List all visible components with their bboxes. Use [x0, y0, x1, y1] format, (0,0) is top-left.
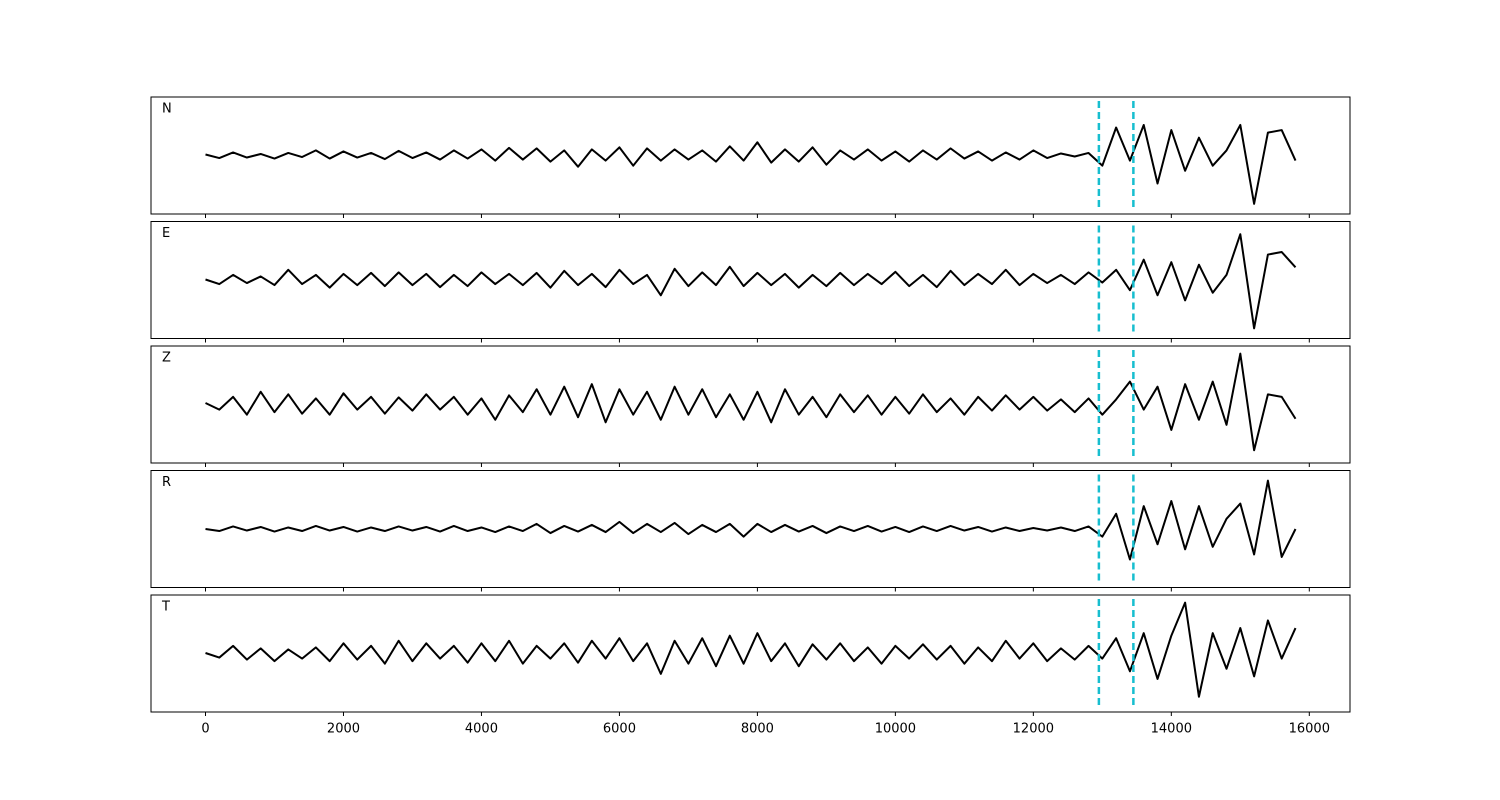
panel-frame — [150, 221, 1351, 339]
trace — [205, 601, 1297, 698]
panel-label: E — [162, 226, 170, 241]
panel-frame — [150, 594, 1351, 713]
panel-label: N — [162, 102, 172, 117]
x-tick-label: 12000 — [1013, 722, 1054, 737]
panel-frame — [150, 470, 1351, 588]
x-tick-label: 0 — [201, 722, 209, 737]
x-tick-label: 4000 — [465, 722, 498, 737]
trace — [205, 479, 1297, 561]
panel-frame — [150, 345, 1351, 464]
x-tick-label: 6000 — [603, 722, 636, 737]
panel-label: R — [162, 475, 171, 490]
trace — [205, 123, 1297, 205]
x-tick-label: 10000 — [875, 722, 916, 737]
x-tick-label: 14000 — [1151, 722, 1192, 737]
x-tick-label: 16000 — [1289, 722, 1330, 737]
x-tick-label: 2000 — [327, 722, 360, 737]
panel-frame — [150, 96, 1351, 215]
panel-label: T — [161, 600, 170, 615]
x-tick-label: 8000 — [741, 722, 774, 737]
trace — [205, 352, 1297, 452]
trace — [205, 233, 1297, 330]
panel-label: Z — [162, 351, 171, 366]
